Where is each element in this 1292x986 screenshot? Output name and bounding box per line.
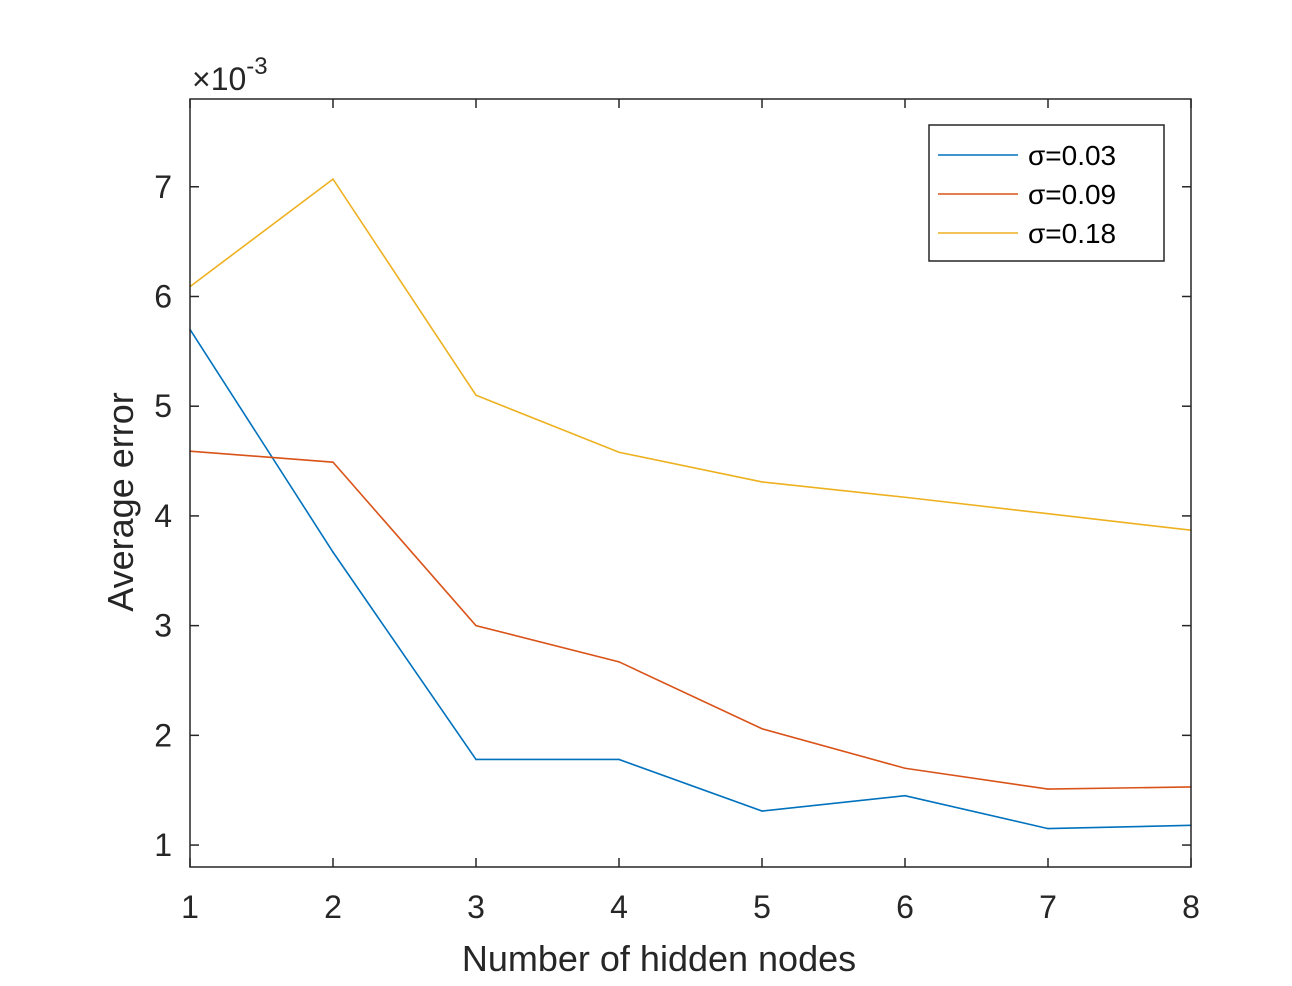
legend-label-2: σ=0.09 xyxy=(1028,179,1116,210)
data-point xyxy=(904,794,906,797)
x-tick-label: 4 xyxy=(610,889,628,925)
y-scale-factor: ×10-3 xyxy=(192,53,268,97)
series-line-1 xyxy=(189,328,1192,830)
x-axis-label: Number of hidden nodes xyxy=(462,938,856,979)
data-point xyxy=(904,496,906,499)
data-point xyxy=(332,178,334,180)
legend-label-3: σ=0.18 xyxy=(1028,218,1116,249)
x-tick-label: 5 xyxy=(753,889,771,925)
series-line-2 xyxy=(189,450,1192,790)
data-point xyxy=(1047,512,1049,515)
y-scale-exponent: -3 xyxy=(246,53,267,80)
plot-frame xyxy=(189,98,1192,868)
data-point xyxy=(1047,827,1049,830)
ticks-layer: 1 2 3 4 5 6 7 8 1 2 3 4 5 6 7 xyxy=(154,99,1200,925)
legend-label-1: σ=0.03 xyxy=(1028,140,1116,171)
data-point xyxy=(618,661,620,663)
x-tick-label: 8 xyxy=(1182,889,1200,925)
series-layer xyxy=(189,177,1192,830)
x-tick-label: 2 xyxy=(324,889,342,925)
y-tick-label: 4 xyxy=(154,498,172,534)
y-tick-label: 6 xyxy=(154,278,172,314)
y-tick-label: 5 xyxy=(154,388,172,424)
x-tick-label: 3 xyxy=(467,889,485,925)
x-tick-label: 6 xyxy=(896,889,914,925)
data-point xyxy=(1047,788,1049,790)
data-point xyxy=(475,758,477,761)
series-line-3 xyxy=(189,177,1192,531)
x-tick-label: 1 xyxy=(181,889,199,925)
data-point xyxy=(475,624,477,627)
y-scale-multiplier: ×10 xyxy=(192,61,246,97)
legend: σ=0.03 σ=0.09 σ=0.18 xyxy=(928,124,1165,262)
data-point xyxy=(761,810,763,812)
y-tick-label: 2 xyxy=(154,717,172,753)
data-point xyxy=(618,451,620,454)
y-tick-label: 3 xyxy=(154,608,172,644)
x-tick-label: 7 xyxy=(1039,889,1057,925)
y-tick-label: 1 xyxy=(154,827,172,863)
data-point xyxy=(761,481,763,483)
y-axis-label: Average error xyxy=(100,392,141,611)
y-tick-label: 7 xyxy=(154,169,172,205)
data-point xyxy=(761,727,763,730)
data-point xyxy=(332,551,334,553)
data-point xyxy=(332,461,334,463)
data-point xyxy=(904,767,906,770)
legend-box xyxy=(928,124,1165,262)
data-point xyxy=(618,758,620,761)
data-point xyxy=(475,394,477,397)
